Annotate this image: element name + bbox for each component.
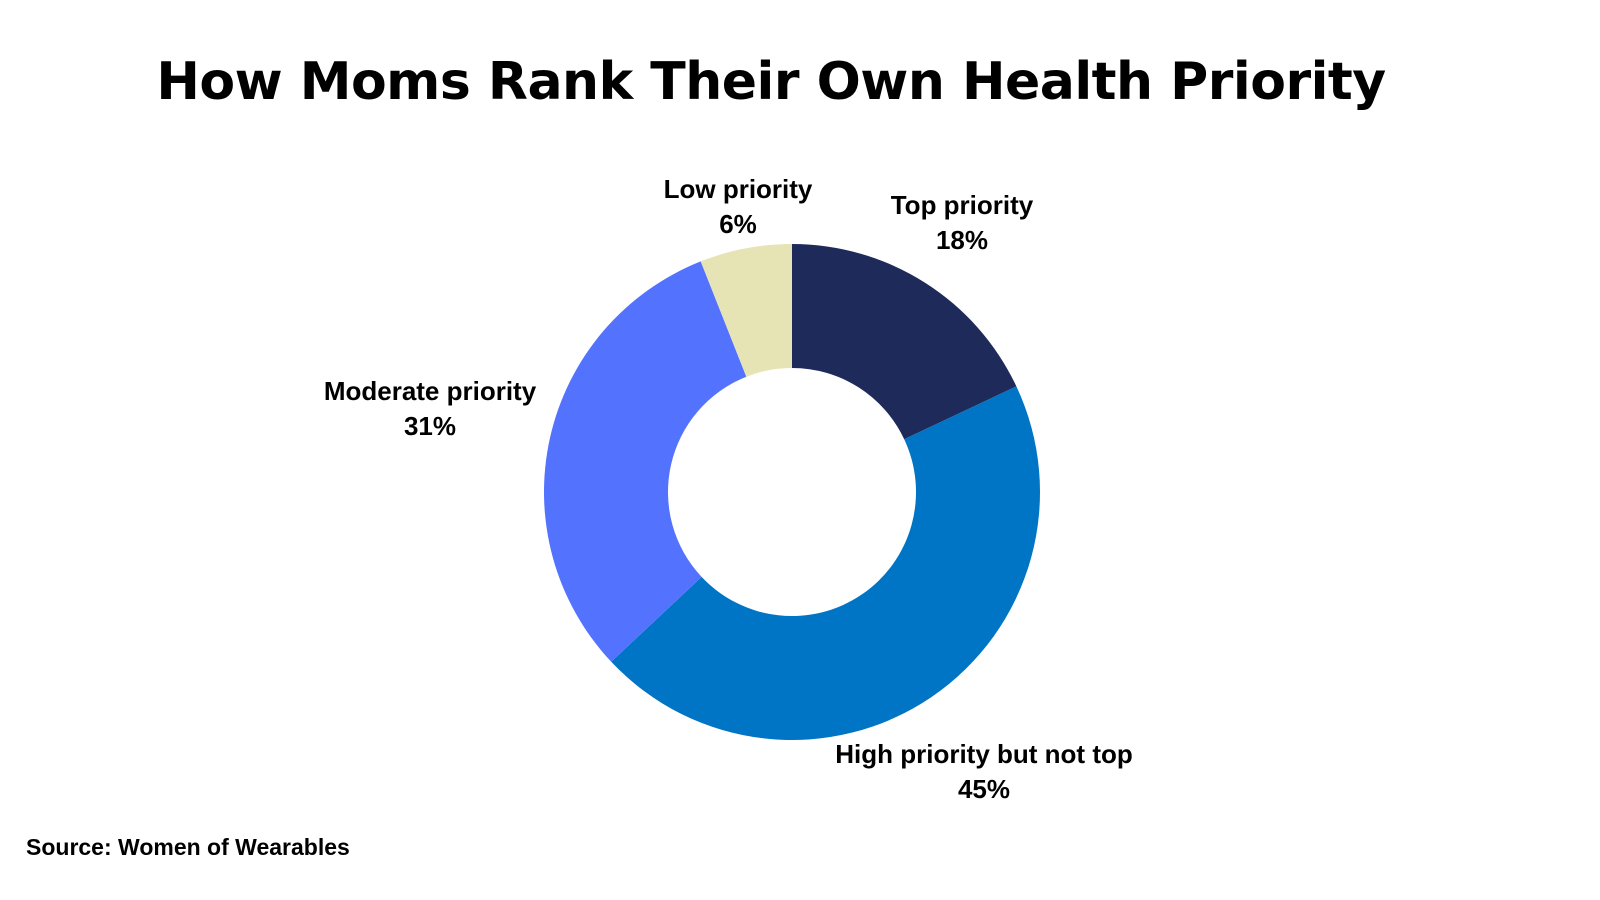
slice-high-priority-but-not-top xyxy=(611,386,1041,741)
slice-label-value: 18% xyxy=(936,225,988,255)
donut-slices xyxy=(544,244,1041,741)
slice-label-value: 6% xyxy=(719,209,757,239)
slice-label-name: Moderate priority xyxy=(324,376,537,406)
slice-label-name: Low priority xyxy=(664,174,813,204)
slice-top-priority xyxy=(792,244,1017,440)
slice-labels: Top priority 18% High priority but not top… xyxy=(324,174,1133,804)
slice-moderate-priority xyxy=(544,261,747,662)
slice-label-name: High priority but not top xyxy=(835,739,1133,769)
slice-label-value: 31% xyxy=(404,411,456,441)
source-note: Source: Women of Wearables xyxy=(26,834,350,860)
slice-low-priority xyxy=(700,244,792,377)
chart-title: How Moms Rank Their Own Health Priority xyxy=(156,52,1386,112)
slice-label-value: 45% xyxy=(958,774,1010,804)
slice-label-name: Top priority xyxy=(891,190,1034,220)
